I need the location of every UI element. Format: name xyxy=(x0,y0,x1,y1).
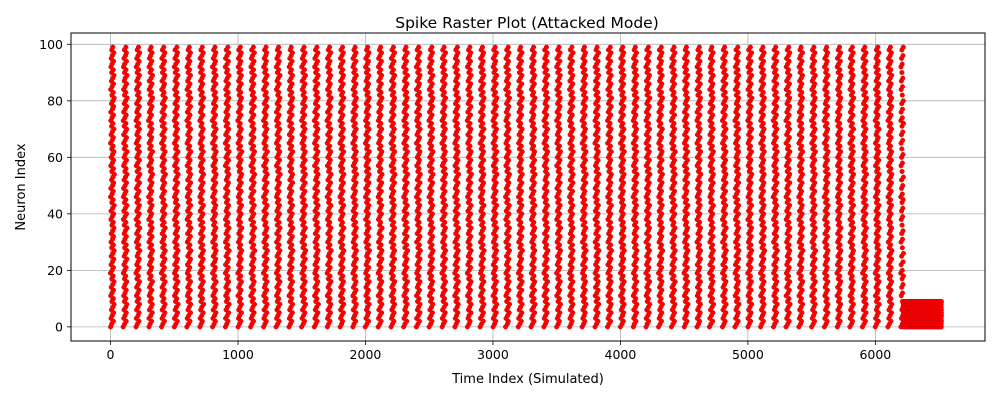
spike-point xyxy=(900,228,906,234)
spike-point xyxy=(899,245,905,251)
spike-point xyxy=(900,151,906,157)
spike-point xyxy=(900,174,906,180)
spike-point xyxy=(899,191,905,197)
spike-point xyxy=(900,183,906,189)
spike-point xyxy=(900,205,906,211)
spike-point xyxy=(899,146,905,152)
spike-point xyxy=(900,106,906,112)
spike-point xyxy=(900,214,906,220)
spike-point xyxy=(900,129,906,135)
spike-point xyxy=(899,236,905,242)
spike-point xyxy=(900,250,906,256)
spike-point xyxy=(900,137,906,143)
spike-point xyxy=(900,281,906,287)
spike-point xyxy=(899,160,905,166)
spike-point xyxy=(899,222,905,228)
spike-point xyxy=(900,259,906,265)
spike-point xyxy=(900,290,906,296)
spike-marks xyxy=(107,44,944,330)
spike-point xyxy=(899,168,905,174)
spike-point xyxy=(899,115,905,121)
spike-point xyxy=(899,267,905,273)
chart-title: Spike Raster Plot (Attacked Mode) xyxy=(395,14,659,32)
